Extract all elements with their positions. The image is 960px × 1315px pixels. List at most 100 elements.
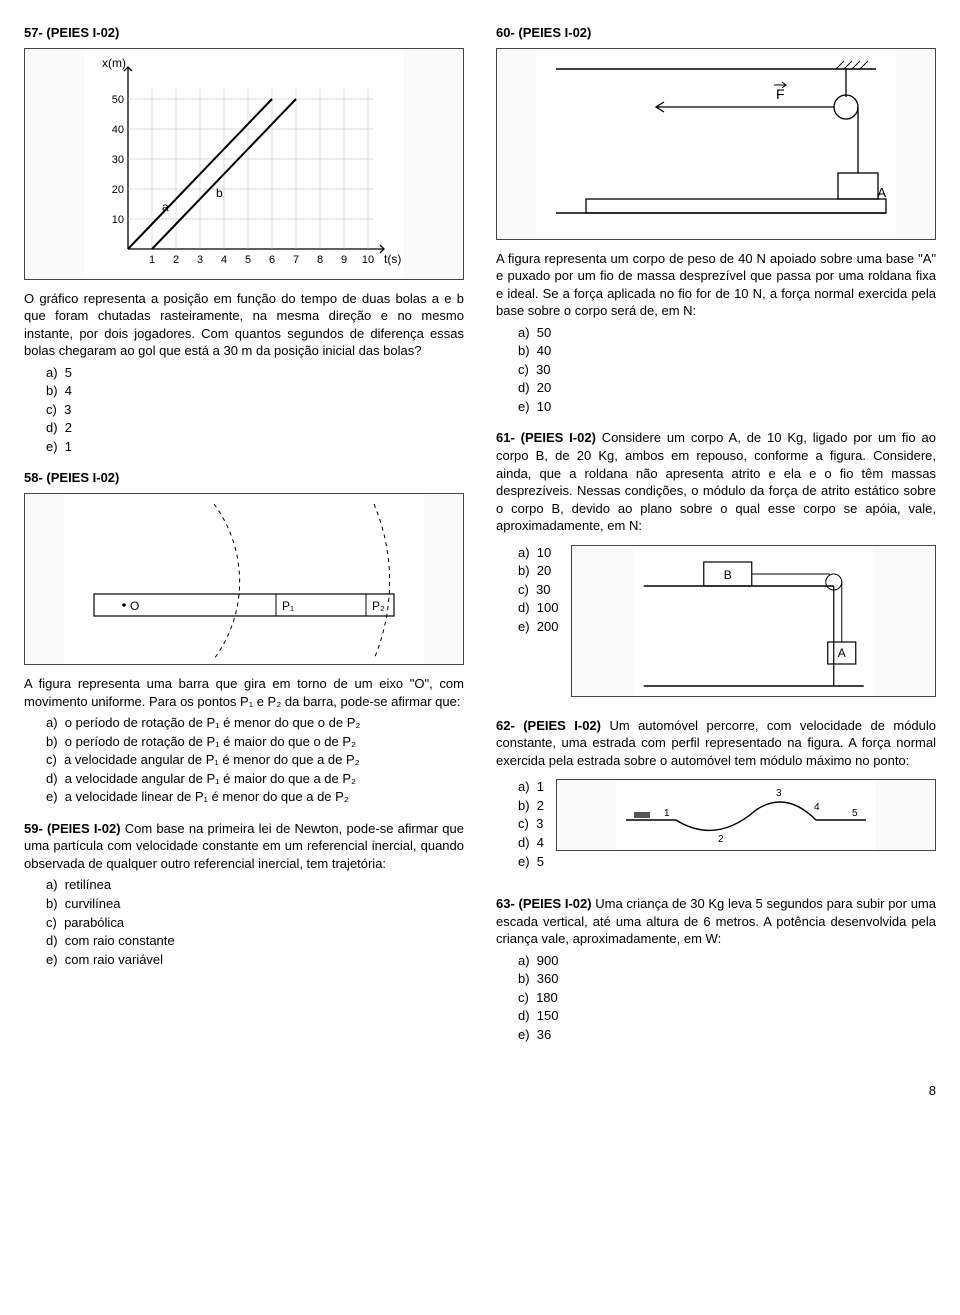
q63-opt-b-val: 360 <box>537 971 559 986</box>
q58-opt-a-val: o período de rotação de P₁ é menor do qu… <box>65 715 361 730</box>
xtick-7: 7 <box>293 254 299 266</box>
q61-opt-c: c) 30 <box>518 581 559 599</box>
q59-opt-c: c) parabólica <box>46 914 464 932</box>
xtick-9: 9 <box>341 254 347 266</box>
q63-opt-e: e) 36 <box>518 1026 936 1044</box>
q62-opt-c: c) 3 <box>518 815 544 833</box>
q57-opt-e-val: 1 <box>65 439 72 454</box>
x-axis-label: t(s) <box>384 252 401 266</box>
ytick-20: 20 <box>112 184 124 196</box>
y-axis-label: x(m) <box>102 56 126 70</box>
q59-opt-a: a) retilínea <box>46 876 464 894</box>
q60-opt-d-val: 20 <box>537 380 551 395</box>
page-number: 8 <box>24 1082 936 1100</box>
q63-opt-d: d) 150 <box>518 1007 936 1025</box>
q63-opt-c-val: 180 <box>536 990 558 1005</box>
q58-p1-label: P₁ <box>282 599 294 613</box>
q60-opt-e-val: 10 <box>537 399 551 414</box>
q63-body: 63- (PEIES I-02) Uma criança de 30 Kg le… <box>496 895 936 948</box>
q60-opt-d: d) 20 <box>518 379 936 397</box>
q61-opt-a: a) 10 <box>518 544 559 562</box>
xtick-8: 8 <box>317 254 323 266</box>
q58-o-label: O <box>130 599 139 613</box>
q59-opt-b: b) curvilínea <box>46 895 464 913</box>
q62-opt-a: a) 1 <box>518 778 544 796</box>
q58-opt-d: d) a velocidade angular de P₁ é maior do… <box>46 770 464 788</box>
ytick-30: 30 <box>112 154 124 166</box>
q60-opt-c: c) 30 <box>518 361 936 379</box>
q62-l1: 1 <box>664 808 670 819</box>
xtick-5: 5 <box>245 254 251 266</box>
q61-title: 61- (PEIES I-02) <box>496 430 596 445</box>
q57-opt-e: e) 1 <box>46 438 464 456</box>
q58-p2-label: P₂ <box>372 599 385 613</box>
q59-body: 59- (PEIES I-02) Com base na primeira le… <box>24 820 464 873</box>
xtick-2: 2 <box>173 254 179 266</box>
q60-opt-a-val: 50 <box>537 325 551 340</box>
q60-opt-b: b) 40 <box>518 342 936 360</box>
q62-opt-b: b) 2 <box>518 797 544 815</box>
q61-opt-c-val: 30 <box>536 582 550 597</box>
q60-f-label: F <box>776 86 785 102</box>
q58-opt-d-val: a velocidade angular de P₁ é maior do qu… <box>65 771 356 786</box>
q59-options: a) retilínea b) curvilínea c) parabólica… <box>46 876 464 968</box>
q57-body: O gráfico representa a posição em função… <box>24 290 464 360</box>
q61-body: 61- (PEIES I-02) Considere um corpo A, d… <box>496 429 936 534</box>
ytick-10: 10 <box>112 214 124 226</box>
q62-opt-d: d) 4 <box>518 834 544 852</box>
q60-opt-e: e) 10 <box>518 398 936 416</box>
q62-opt-d-val: 4 <box>537 835 544 850</box>
q63-title: 63- (PEIES I-02) <box>496 896 592 911</box>
q61-options: a) 10 b) 20 c) 30 d) 100 e) 200 <box>518 543 559 637</box>
q61-opt-d-val: 100 <box>537 600 559 615</box>
q61-opt-d: d) 100 <box>518 599 559 617</box>
q59-opt-d: d) com raio constante <box>46 932 464 950</box>
q57-opt-a: a) 5 <box>46 364 464 382</box>
q58-opt-e-val: a velocidade linear de P₁ é menor do que… <box>65 789 349 804</box>
xtick-3: 3 <box>197 254 203 266</box>
q58-opt-a: a) o período de rotação de P₁ é menor do… <box>46 714 464 732</box>
q59-opt-b-val: curvilínea <box>65 896 121 911</box>
q61-opt-a-val: 10 <box>537 545 551 560</box>
q57-opt-b-val: 4 <box>65 383 72 398</box>
q62-opt-c-val: 3 <box>536 816 543 831</box>
q62-title: 62- (PEIES I-02) <box>496 718 601 733</box>
q58-title: 58- (PEIES I-02) <box>24 469 464 487</box>
q61-figure: B A <box>571 545 937 697</box>
q59-opt-c-val: parabólica <box>64 915 124 930</box>
q63-opt-e-val: 36 <box>537 1027 551 1042</box>
q57-opt-d: d) 2 <box>46 419 464 437</box>
q61-opt-e: e) 200 <box>518 618 559 636</box>
q62-opt-e-val: 5 <box>537 854 544 869</box>
q62-body: 62- (PEIES I-02) Um automóvel percorre, … <box>496 717 936 770</box>
q62-opt-e: e) 5 <box>518 853 544 871</box>
q58-figure: O P₁ P₂ <box>24 493 464 665</box>
q60-opt-c-val: 30 <box>536 362 550 377</box>
xtick-10: 10 <box>362 254 374 266</box>
q61-opt-b: b) 20 <box>518 562 559 580</box>
q62-options: a) 1 b) 2 c) 3 d) 4 e) 5 <box>518 777 544 871</box>
q62-l4: 4 <box>814 802 820 813</box>
q59-title: 59- (PEIES I-02) <box>24 821 121 836</box>
q60-options: a) 50 b) 40 c) 30 d) 20 e) 10 <box>518 324 936 416</box>
q61-b-label: B <box>723 568 731 582</box>
q62-l2: 2 <box>718 834 724 845</box>
q57-options: a) 5 b) 4 c) 3 d) 2 e) 1 <box>46 364 464 456</box>
q57-opt-a-val: 5 <box>65 365 72 380</box>
q62-l5: 5 <box>852 808 858 819</box>
xtick-4: 4 <box>221 254 227 266</box>
q59-opt-d-val: com raio constante <box>65 933 175 948</box>
q57-opt-c: c) 3 <box>46 401 464 419</box>
q58-options: a) o período de rotação de P₁ é menor do… <box>46 714 464 806</box>
xtick-1: 1 <box>149 254 155 266</box>
q59-opt-e-val: com raio variável <box>65 952 163 967</box>
ytick-40: 40 <box>112 124 124 136</box>
q63-opt-c: c) 180 <box>518 989 936 1007</box>
q61-a-label: A <box>837 646 845 660</box>
q60-body: A figura representa um corpo de peso de … <box>496 250 936 320</box>
q60-opt-b-val: 40 <box>537 343 551 358</box>
q59-opt-a-val: retilínea <box>65 877 111 892</box>
q58-opt-b: b) o período de rotação de P₁ é maior do… <box>46 733 464 751</box>
q58-opt-b-val: o período de rotação de P₁ é maior do qu… <box>65 734 356 749</box>
q58-body: A figura representa uma barra que gira e… <box>24 675 464 710</box>
